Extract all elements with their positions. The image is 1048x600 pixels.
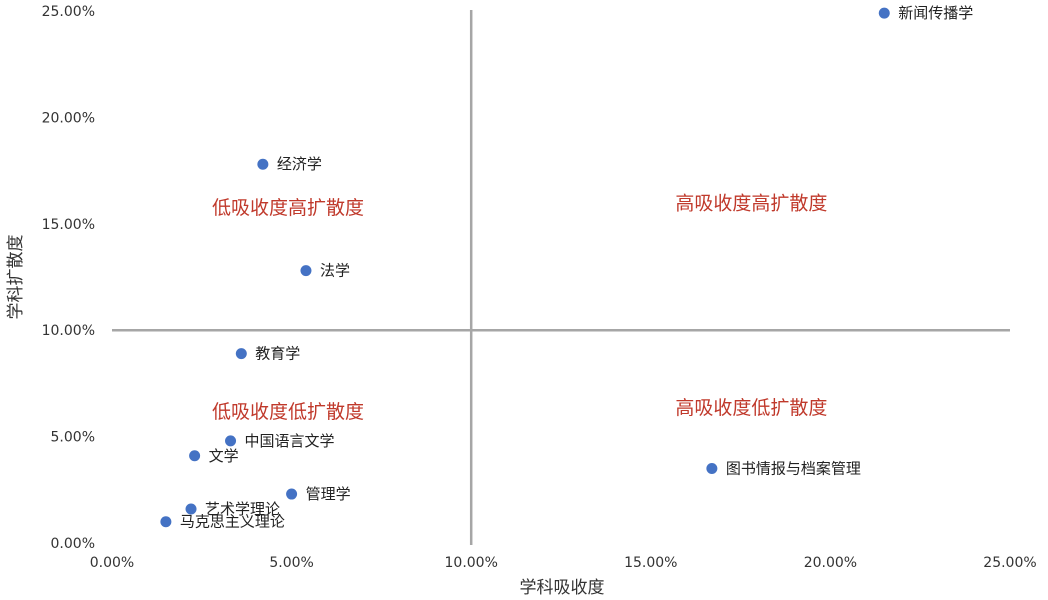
data-point (878, 7, 890, 19)
data-point-label: 文学 (209, 447, 239, 465)
y-tick-label: 20.00% (42, 110, 95, 126)
data-point (235, 348, 247, 360)
data-point-label: 马克思主义理论 (180, 513, 285, 531)
x-axis-title: 学科吸收度 (520, 578, 605, 598)
data-point (257, 158, 269, 170)
quadrant-label: 高吸收度高扩散度 (675, 193, 827, 215)
x-axis-ticks: 0.00% 5.00% 10.00% 15.00% 20.00% 25.00% (90, 555, 1037, 571)
x-tick-label: 15.00% (624, 555, 677, 571)
x-tick-label: 25.00% (983, 555, 1036, 571)
data-point (706, 463, 718, 475)
quadrant-label: 高吸收度低扩散度 (675, 397, 827, 419)
x-tick-label: 20.00% (804, 555, 857, 571)
data-point-label: 中国语言文学 (245, 432, 335, 450)
data-point-label: 新闻传播学 (898, 4, 973, 22)
y-tick-label: 15.00% (42, 217, 95, 233)
x-tick-label: 10.00% (445, 555, 498, 571)
data-point (300, 265, 312, 277)
quadrant-label: 低吸收度低扩散度 (212, 401, 364, 423)
data-point (189, 450, 201, 462)
y-tick-label: 5.00% (51, 430, 95, 446)
data-point-label: 法学 (320, 262, 350, 280)
data-point-label: 教育学 (255, 345, 300, 363)
x-tick-label: 5.00% (269, 555, 313, 571)
data-point (286, 488, 298, 500)
y-tick-label: 25.00% (42, 4, 95, 20)
data-point (160, 516, 172, 528)
y-axis-title: 学科扩散度 (6, 235, 26, 320)
data-point-label: 管理学 (306, 485, 351, 503)
data-point (185, 503, 197, 515)
x-tick-label: 0.00% (90, 555, 134, 571)
y-axis-ticks: 0.00% 5.00% 10.00% 15.00% 20.00% 25.00% (42, 4, 95, 552)
reference-lines (112, 10, 1010, 545)
data-point (225, 435, 237, 447)
data-point-label: 经济学 (277, 155, 322, 173)
data-point-label: 图书情报与档案管理 (726, 460, 861, 478)
y-tick-label: 0.00% (51, 536, 95, 552)
quadrant-label: 低吸收度高扩散度 (212, 197, 364, 219)
data-point-label: 艺术学理论 (205, 500, 280, 518)
y-tick-label: 10.00% (42, 323, 95, 339)
